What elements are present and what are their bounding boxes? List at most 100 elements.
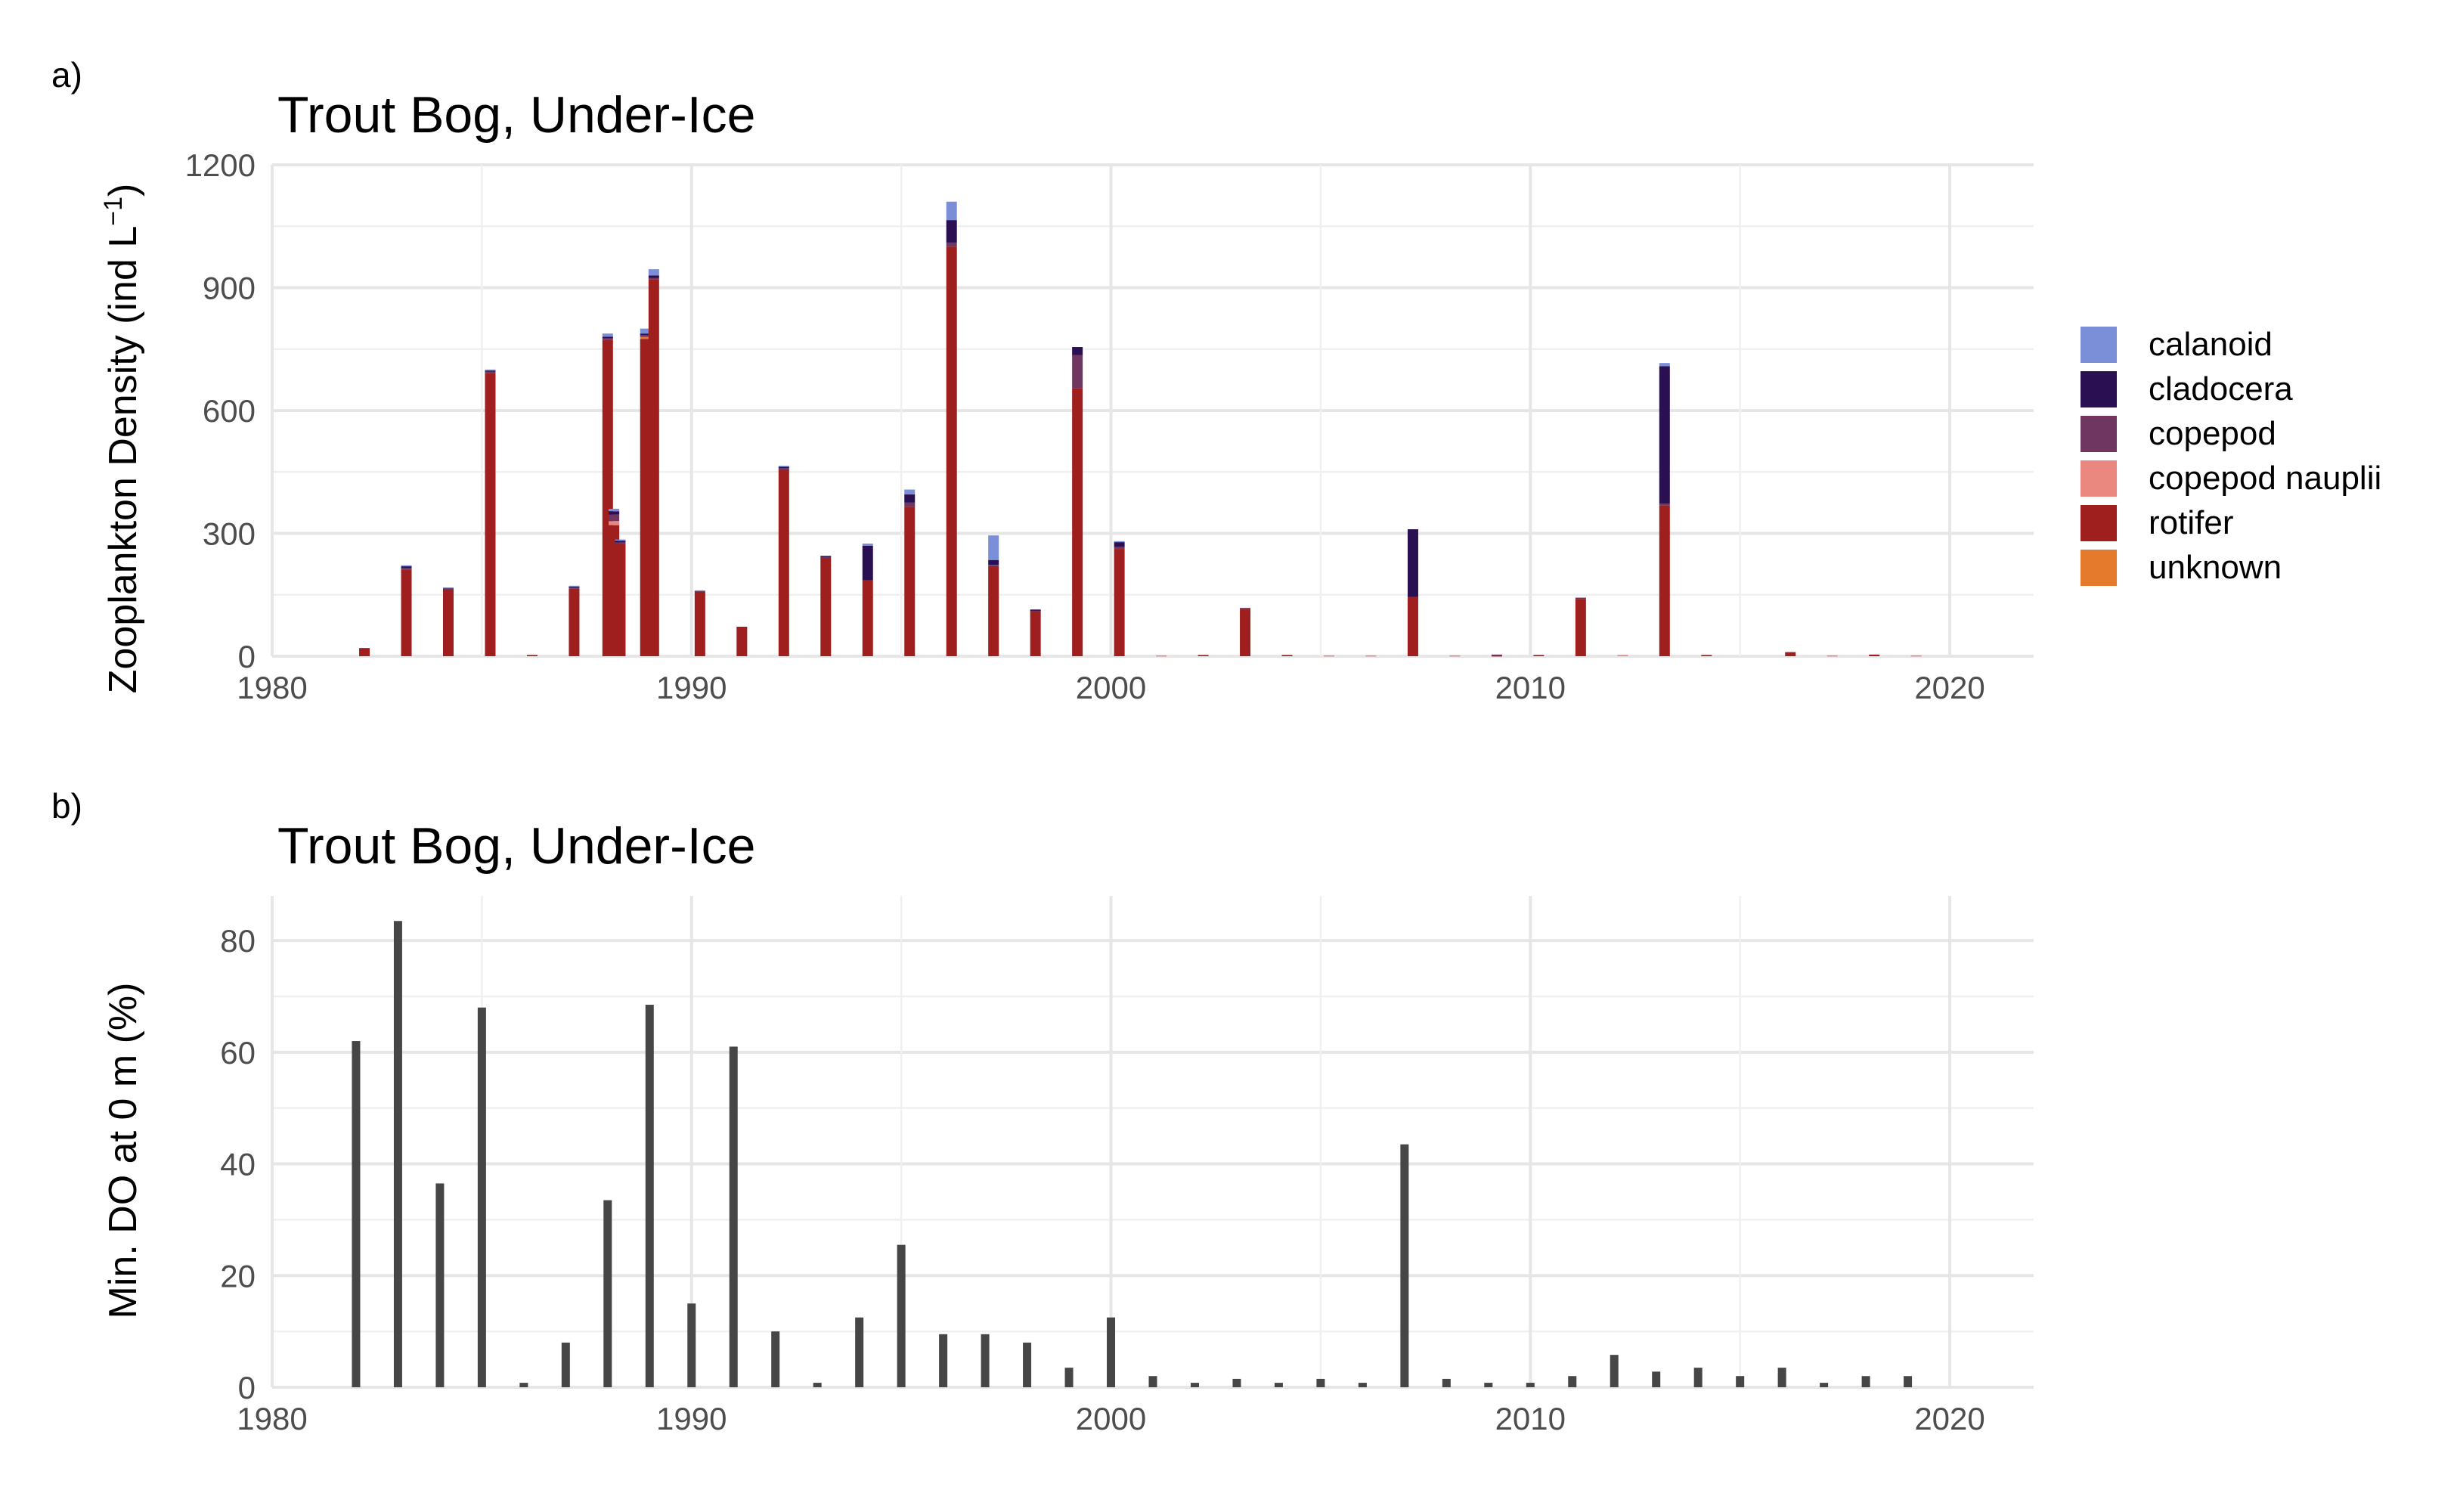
do-bar: [1358, 1383, 1367, 1387]
panel-a-title: Trout Bog, Under-Ice: [277, 86, 755, 144]
bar-segment-rotifer: [1533, 655, 1545, 656]
do-bar: [939, 1334, 948, 1387]
bar-segment-copepod: [615, 542, 626, 544]
panel-b-x-ticks: 1980 1990 2000 2010 2020: [237, 1401, 1984, 1436]
bar-segment-cladocera: [640, 333, 651, 336]
do-bar: [1274, 1383, 1283, 1387]
bar-segment-cladocera: [862, 545, 873, 581]
do-bar: [1316, 1378, 1325, 1387]
bar-segment-calanoid: [609, 509, 620, 512]
legend-label: unknown: [2149, 549, 2282, 586]
do-bar: [603, 1200, 612, 1387]
bar-segment-cladocera: [820, 556, 832, 557]
panel-b-x-tick-label: 2000: [1076, 1401, 1146, 1436]
bar-segment-cladocera: [1030, 609, 1041, 611]
bar-segment-rotifer: [359, 648, 370, 656]
bar-segment-rotifer: [1240, 609, 1251, 656]
bar-segment-rotifer: [485, 373, 496, 656]
do-bar: [393, 921, 402, 1387]
do-bar: [1442, 1378, 1451, 1387]
do-bar: [477, 1007, 486, 1387]
do-bar: [981, 1334, 990, 1387]
bar-segment-copepod: [1240, 608, 1251, 609]
bar-segment-rotifer: [1491, 655, 1502, 657]
legend-swatch-rotifer: [2081, 505, 2117, 541]
do-bar: [1400, 1144, 1409, 1387]
legend-swatch-copepod: [2081, 416, 2117, 452]
legend-swatch-copepod-nauplii: [2081, 460, 2117, 497]
panel-b-x-tick-label: 2020: [1914, 1401, 1984, 1436]
panel-a-y-ticks: 0 300 600 900 1200: [185, 147, 256, 674]
bar-segment-copepod-nauplii: [609, 521, 620, 525]
do-bar: [813, 1383, 822, 1387]
panel-b-title: Trout Bog, Under-Ice: [277, 817, 755, 875]
bar-segment-rotifer: [1030, 611, 1041, 656]
bar-segment-rotifer: [694, 591, 705, 656]
do-bar: [897, 1244, 906, 1387]
bar-segment-copepod-nauplii: [1449, 655, 1461, 657]
bar-segment-calanoid: [485, 369, 496, 371]
bar-segment-cladocera: [485, 370, 496, 372]
bar-segment-copepod: [485, 371, 496, 373]
bar-segment-rotifer: [1785, 652, 1796, 656]
do-bar: [1148, 1376, 1157, 1387]
do-bar: [561, 1342, 570, 1387]
bar-segment-copepod: [1114, 547, 1125, 550]
panel-b-y-tick-label: 40: [220, 1147, 256, 1182]
do-bar: [1232, 1378, 1241, 1387]
do-bar: [1526, 1383, 1535, 1387]
bar-segment-calanoid: [615, 539, 626, 541]
do-bar: [1777, 1368, 1786, 1387]
bar-segment-rotifer: [443, 589, 454, 656]
legend-swatch-unknown: [2081, 550, 2117, 586]
bar-segment-copepod: [1030, 610, 1041, 612]
bar-segment-rotifer: [904, 507, 916, 656]
bar-segment-calanoid: [778, 466, 789, 467]
bar-segment-rotifer: [648, 279, 659, 656]
bar-segment-copepod: [988, 565, 999, 566]
do-bar: [645, 1005, 654, 1387]
do-bar: [1861, 1376, 1870, 1387]
bar-segment-copepod: [1072, 355, 1083, 389]
panel-a-y-tick-label: 900: [203, 271, 256, 306]
bar-segment-rotifer: [401, 569, 412, 656]
bar-segment-rotifer: [820, 558, 832, 656]
bar-segment-rotifer: [1869, 654, 1880, 656]
bar-segment-rotifer: [778, 469, 789, 656]
bar-segment-copepod: [946, 242, 957, 247]
do-bar: [687, 1303, 696, 1387]
bar-segment-rotifer: [862, 580, 873, 656]
bar-segment-copepod-nauplii: [1617, 655, 1628, 656]
panel-a-y-tick-label: 300: [203, 516, 256, 552]
panel-a-x-ticks: 1980 1990 2000 2010 2020: [237, 670, 1984, 705]
bar-segment-rotifer: [946, 246, 957, 656]
bar-segment-rotifer: [1701, 655, 1712, 656]
bar-segment-rotifer: [615, 544, 626, 656]
bar-segment-copepod: [443, 588, 454, 590]
bar-segment-rotifer: [988, 565, 999, 656]
do-bar: [1484, 1383, 1493, 1387]
bar-segment-rotifer: [1659, 505, 1670, 656]
panel-a-x-tick-label: 1980: [237, 670, 307, 705]
panel-a-y-tick-label: 1200: [185, 147, 256, 183]
bar-segment-cladocera: [1659, 366, 1670, 503]
bar-segment-rotifer: [1281, 655, 1293, 656]
bar-segment-cladocera: [648, 275, 659, 278]
panel-b-y-axis-label: Min. DO at 0 m (%): [101, 983, 145, 1319]
bar-segment-calanoid: [1114, 541, 1125, 543]
bar-segment-copepod: [694, 590, 705, 592]
bar-segment-copepod-nauplii: [1156, 655, 1167, 657]
panel-a-x-tick-label: 1990: [656, 670, 727, 705]
bar-segment-rotifer: [569, 588, 580, 656]
panel-a-bars: [359, 201, 1922, 657]
bar-segment-rotifer: [1198, 655, 1209, 656]
panel-b-y-tick-label: 20: [220, 1258, 256, 1294]
bar-segment-copepod-nauplii: [1365, 655, 1377, 657]
legend-label: copepod nauplii: [2149, 460, 2381, 497]
bar-segment-rotifer: [640, 339, 651, 656]
do-bar: [352, 1041, 361, 1387]
bar-segment-calanoid: [904, 489, 916, 495]
legend-swatch-cladocera: [2081, 371, 2117, 407]
bar-segment-cladocera: [401, 565, 412, 568]
